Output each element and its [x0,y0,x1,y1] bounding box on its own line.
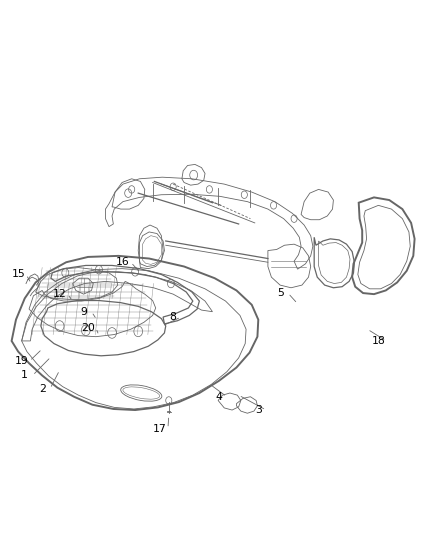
Text: 19: 19 [15,356,28,366]
Text: 15: 15 [11,270,25,279]
Text: 2: 2 [39,384,46,394]
Text: 5: 5 [277,288,283,298]
Text: 8: 8 [170,312,177,322]
Text: 12: 12 [53,289,67,299]
Text: 16: 16 [116,257,130,267]
Text: 1: 1 [21,370,28,381]
Text: 20: 20 [81,322,95,333]
Text: 17: 17 [153,424,167,434]
Text: 9: 9 [80,306,87,317]
Text: 18: 18 [371,336,385,346]
Text: 3: 3 [255,405,262,415]
Text: 4: 4 [215,392,223,402]
